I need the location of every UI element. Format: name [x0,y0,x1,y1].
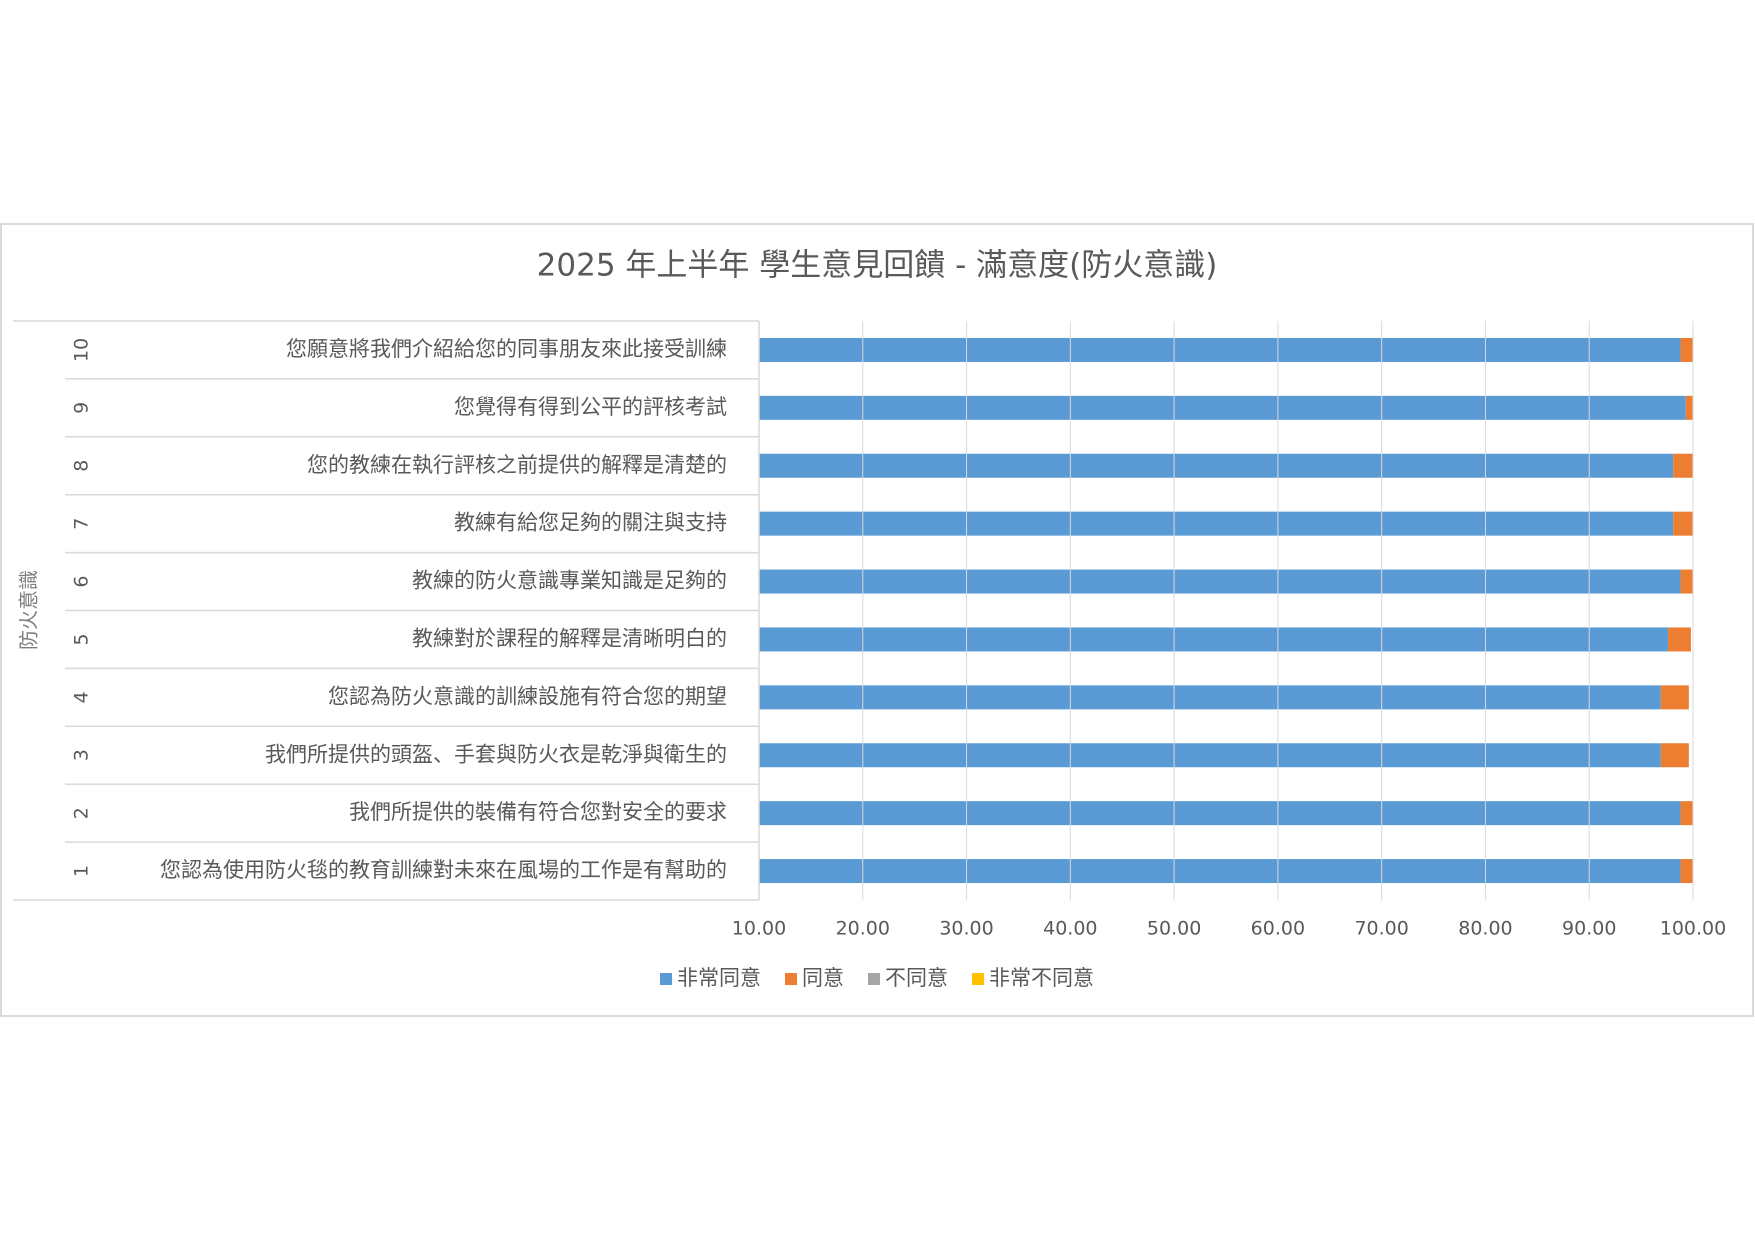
category-number: 5 [71,633,93,645]
bar-segment [1673,511,1693,536]
legend-label: 不同意 [885,966,948,990]
x-tick-label: 60.00 [1251,918,1305,940]
x-tick-label: 50.00 [1147,918,1201,940]
legend-item: 非常不同意 [972,966,1094,990]
category-label: 您認為使用防火毯的教育訓練對未來在風場的工作是有幫助的 [160,858,727,882]
category-label: 您的教練在執行評核之前提供的解釋是清楚的 [307,453,727,477]
x-tick-label: 30.00 [939,918,993,940]
category-number: 7 [71,518,93,530]
category-number: 8 [71,460,93,472]
bar-segment [1685,395,1693,420]
category-number: 10 [71,338,93,362]
category-label: 我們所提供的裝備有符合您對安全的要求 [349,800,727,824]
bar-segment [759,627,1669,652]
bars [759,337,1693,884]
category-number: 4 [71,691,93,703]
bar-segment [759,569,1681,594]
bar-segment [1668,627,1691,652]
bar-segment [759,859,1681,884]
bar-segment [1680,337,1693,362]
legend-label: 非常不同意 [989,966,1094,990]
category-number: 1 [71,865,93,877]
chart-title: 2025 年上半年 學生意見回饋 - 滿意度(防火意識) [537,248,1218,284]
category-number: 9 [71,402,93,414]
legend-item: 不同意 [868,966,948,990]
legend-swatch [660,973,672,985]
category-number: 3 [71,749,93,761]
category-number: 2 [71,807,93,819]
x-tick-label: 20.00 [836,918,890,940]
category-label: 您願意將我們介紹給您的同事朋友來此接受訓練 [286,337,727,361]
bar-segment [1680,859,1693,884]
legend-swatch [785,973,797,985]
bar-segment [1673,453,1693,478]
legend-item: 同意 [785,966,844,990]
category-label: 教練有給您足夠的關注與支持 [454,511,727,535]
category-number: 6 [71,576,93,588]
category-label: 教練對於課程的解釋是清晰明白的 [412,626,727,650]
category-label: 我們所提供的頭盔、手套與防火衣是乾淨與衛生的 [265,742,727,766]
legend-label: 同意 [802,966,844,990]
x-tick-label: 10.00 [732,918,786,940]
category-label: 教練的防火意識專業知識是足夠的 [412,569,727,593]
bar-segment [759,743,1661,768]
bar-segment [759,801,1681,826]
x-tick-label: 40.00 [1043,918,1097,940]
bar-segment [759,511,1674,536]
group-label: 防火意識 [17,570,41,650]
x-tick-label: 90.00 [1562,918,1616,940]
bar-segment [759,453,1674,478]
legend-swatch [868,973,880,985]
x-tick-label: 70.00 [1354,918,1408,940]
bar-segment [759,337,1681,362]
category-label: 您認為防火意識的訓練設施有符合您的期望 [328,684,727,708]
x-tick-label: 100.00 [1660,918,1726,940]
bar-segment [1660,685,1689,710]
category-label: 您覺得有得到公平的評核考試 [454,395,727,419]
legend-item: 非常同意 [660,966,761,990]
bar-segment [1680,801,1693,826]
bar-segment [1680,569,1693,594]
bar-segment [759,395,1686,420]
bar-segment [1660,743,1689,768]
legend-label: 非常同意 [677,966,761,990]
bar-segment [759,685,1661,710]
legend-swatch [972,973,984,985]
x-tick-label: 80.00 [1458,918,1512,940]
